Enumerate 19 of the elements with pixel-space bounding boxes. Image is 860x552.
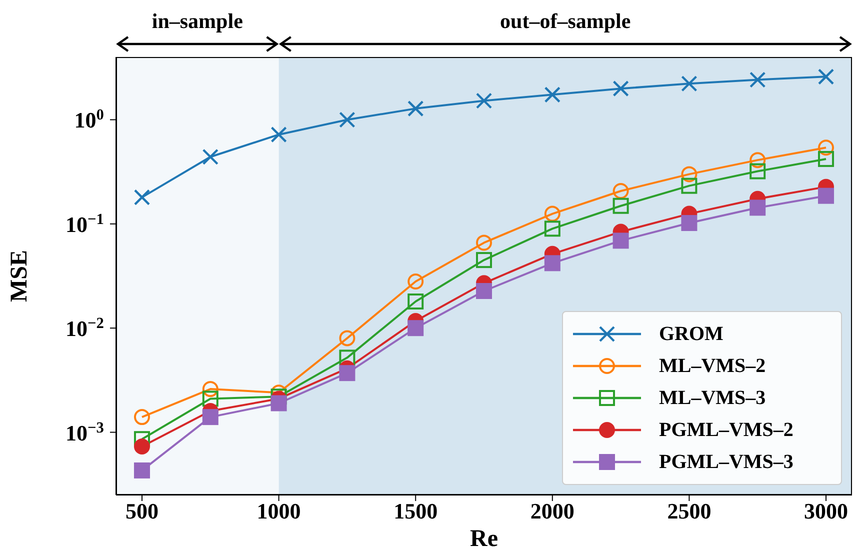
- y-tick-label: 10$^{−2}$: [66, 314, 104, 342]
- legend-label: ML–VMS–3: [659, 386, 766, 410]
- legend-label: ML–VMS–2: [659, 354, 766, 378]
- legend-label: GROM: [659, 322, 724, 346]
- x-tick-label: 2500: [667, 498, 712, 524]
- legend-label: PGML–VMS–3: [659, 450, 794, 474]
- y-tick-label: 10$^{−3}$: [66, 418, 104, 446]
- x-axis-title: Re: [470, 526, 498, 552]
- y-axis-title: MSE: [6, 250, 33, 302]
- x-tick-label: 500: [125, 498, 158, 524]
- x-tick-label: 2000: [530, 498, 574, 524]
- band-label: in–sample: [152, 9, 243, 33]
- x-tick-label: 3000: [804, 498, 848, 524]
- y-tick-label: 10$^{0}$: [74, 106, 104, 133]
- y-tick-label: 10$^{−1}$: [66, 210, 104, 237]
- x-tick-label: 1500: [394, 498, 438, 524]
- legend-label: PGML–VMS–2: [659, 418, 794, 442]
- band-label: out–of–sample: [500, 9, 631, 33]
- x-tick-label: 1000: [256, 498, 301, 524]
